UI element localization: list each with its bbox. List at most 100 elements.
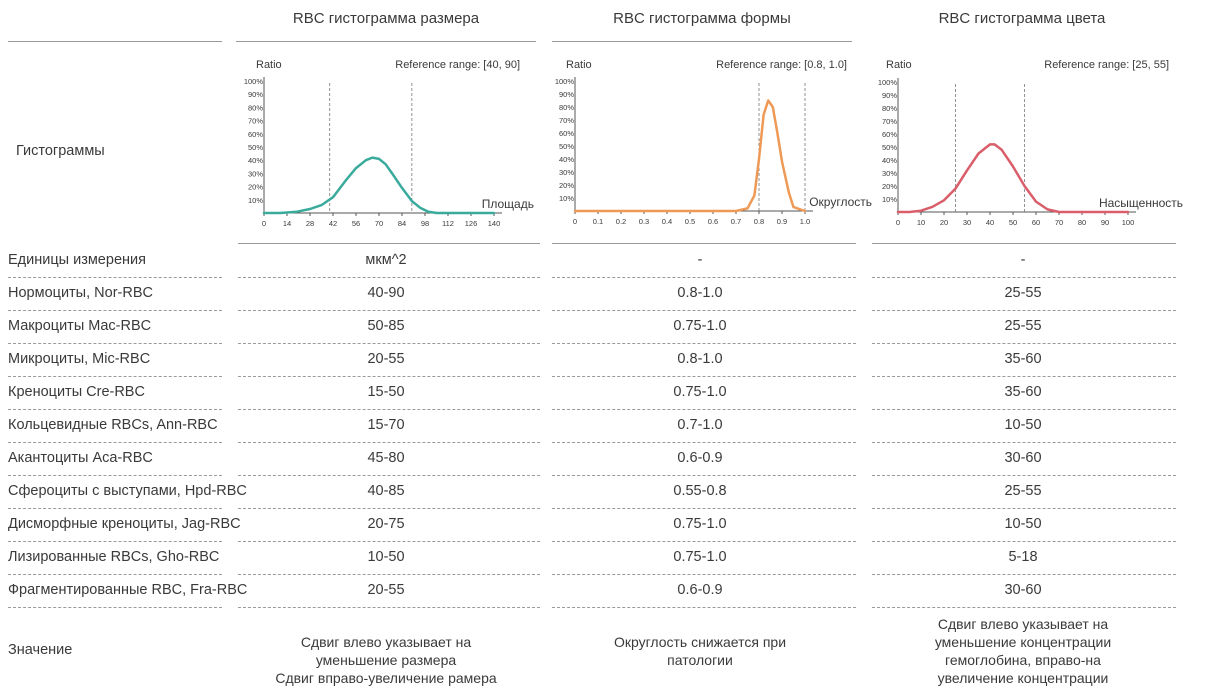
row-divider	[872, 508, 1176, 509]
x-axis-label: Насыщенность	[1099, 196, 1183, 210]
x-tick-label: 60	[1032, 218, 1040, 227]
y-tick-label: 60%	[882, 130, 897, 139]
table-cell: 20-75	[367, 516, 405, 532]
data-point	[1000, 148, 1003, 151]
table-cell: 25-55	[1004, 285, 1042, 301]
data-point	[792, 206, 795, 208]
meaning-text-line: патологии	[667, 652, 733, 668]
x-tick-label: 0.6	[708, 217, 718, 226]
y-tick-label: 90%	[882, 91, 897, 100]
table-row-label: Лизированные RBCs, Gho-RBC	[8, 549, 220, 565]
table-row-label: Нормоциты, Nor-RBC	[8, 285, 153, 301]
table-cell: 25-55	[1004, 318, 1042, 334]
table-cell: 0.6-0.9	[677, 582, 723, 598]
table-cell: 30-60	[1004, 582, 1042, 598]
data-point	[804, 210, 806, 212]
x-tick-label: 56	[352, 219, 360, 228]
data-point	[597, 210, 599, 212]
y-tick-label: 10%	[882, 195, 897, 204]
x-axis-label: Округлость	[809, 195, 872, 209]
data-point	[762, 114, 765, 116]
table-cell: 5-18	[1008, 549, 1038, 565]
y-tick-label: 20%	[248, 183, 263, 192]
x-tick-label: 30	[963, 218, 971, 227]
table-cell: 0.8-1.0	[677, 351, 723, 367]
histogram-curve	[262, 156, 496, 215]
row-divider	[872, 541, 1176, 542]
row-divider	[872, 574, 1176, 575]
reference-range-text: Reference range: [0.8, 1.0]	[716, 59, 847, 71]
data-point	[419, 206, 421, 209]
row-divider	[552, 607, 856, 608]
y-tick-label: 100%	[878, 78, 898, 87]
table-row-label: Кольцевидные RBCs, Ann-RBC	[8, 417, 218, 433]
data-point	[788, 192, 790, 194]
table-top-divider	[552, 243, 856, 244]
data-point	[411, 200, 413, 202]
y-tick-label: 80%	[882, 104, 897, 113]
y-tick-label: 70%	[248, 117, 263, 126]
reference-range-text: Reference range: [25, 55]	[1044, 59, 1169, 71]
data-point	[689, 210, 691, 212]
row-divider	[8, 508, 222, 509]
table-row-label: Акантоциты Aca-RBC	[8, 450, 153, 466]
data-point	[1127, 211, 1129, 213]
table-row-label: Креноциты Cre-RBC	[8, 384, 145, 400]
meaning-text-line: Сдвиг влево указывает на	[300, 634, 472, 650]
y-tick-label: 10%	[248, 196, 263, 205]
histograms-row-label: Гистограммы	[16, 143, 105, 159]
y-tick-label: 70%	[559, 116, 574, 125]
row-divider	[238, 442, 540, 443]
row-divider	[552, 409, 856, 410]
y-tick-label: 60%	[559, 129, 574, 138]
header-divider-label	[8, 41, 222, 42]
row-divider	[872, 409, 1176, 410]
data-point	[470, 212, 472, 214]
data-point	[753, 194, 756, 197]
data-point	[920, 209, 922, 212]
table-cell: 15-70	[367, 417, 405, 433]
x-tick-label: 112	[442, 219, 454, 228]
data-point	[735, 210, 737, 212]
meaning-text-line: гемоглобина, вправо-на	[945, 652, 1101, 668]
y-tick-label: 90%	[559, 90, 574, 99]
data-point	[931, 206, 934, 208]
x-tick-label: 50	[1009, 218, 1017, 227]
row-divider	[552, 277, 856, 278]
data-point	[908, 211, 911, 213]
row-divider	[872, 310, 1176, 311]
row-divider	[8, 607, 222, 608]
row-divider	[8, 574, 222, 575]
x-tick-label: 70	[1055, 218, 1063, 227]
data-point	[1012, 165, 1014, 168]
x-tick-label: 42	[329, 219, 337, 228]
x-tick-label: 0.3	[639, 217, 649, 226]
x-tick-label: 40	[986, 218, 994, 227]
header-divider-shape	[552, 41, 852, 42]
x-tick-label: 0.1	[593, 217, 603, 226]
row-divider	[238, 343, 540, 344]
table-cell: 20-55	[367, 351, 405, 367]
meaning-row-label: Значение	[8, 642, 73, 658]
x-tick-label: 0.7	[731, 217, 741, 226]
header-divider-size	[236, 41, 536, 42]
y-tick-label: 30%	[559, 168, 574, 177]
data-point	[746, 207, 749, 210]
y-tick-label: 80%	[559, 103, 574, 112]
table-cell: 40-90	[367, 285, 405, 301]
table-cell: 35-60	[1004, 351, 1042, 367]
row-divider	[872, 376, 1176, 377]
histogram-curve	[896, 143, 1130, 214]
row-divider	[8, 277, 222, 278]
x-tick-label: 126	[465, 219, 478, 228]
data-point	[493, 212, 495, 214]
table-cell: 0.7-1.0	[677, 417, 723, 433]
ratio-label: Ratio	[256, 59, 282, 71]
meaning-text-line: уменьшение размера	[315, 652, 457, 668]
row-divider	[8, 310, 222, 311]
ratio-label: Ratio	[566, 59, 592, 71]
table-cell: 0.75-1.0	[673, 318, 727, 334]
data-point	[1104, 211, 1106, 213]
data-point	[447, 212, 449, 214]
table-row-label: Фрагментированные RBC, Fra-RBC	[8, 582, 248, 598]
